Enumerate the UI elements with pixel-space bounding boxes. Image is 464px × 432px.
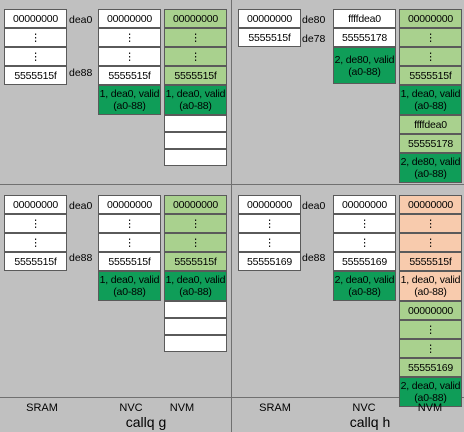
br-nvm-cell-0: 00000000 bbox=[399, 195, 462, 214]
label-sram-right: SRAM bbox=[259, 402, 291, 414]
caption-callq-g: callq g bbox=[125, 414, 167, 430]
br-sram-cell-1: ⋮ bbox=[238, 214, 301, 233]
tr-nvc-cell-1: 55555178 bbox=[333, 28, 396, 47]
tl-nvc-cell-4: 1, dea0, valid(a0-88) bbox=[98, 85, 161, 115]
bl-nvc-cell-1: ⋮ bbox=[98, 214, 161, 233]
tr-sram-address-bottom: de78 bbox=[302, 33, 326, 45]
br-sram-address-bottom: de88 bbox=[302, 252, 326, 264]
label-nvc-right: NVC bbox=[352, 402, 376, 414]
br-nvm-cell-7: ⋮ bbox=[399, 339, 462, 358]
tr-sram-cell-0: 00000000 bbox=[238, 9, 301, 28]
tr-nvc-cell-2: 2, de80, valid(a0-88) bbox=[333, 47, 396, 84]
bl-sram-cell-1: ⋮ bbox=[4, 214, 67, 233]
bl-nvm-cell-0: 00000000 bbox=[164, 195, 227, 214]
label-nvm-left: NVM bbox=[169, 402, 195, 414]
bl-nvm-cell-5 bbox=[164, 301, 227, 318]
tr-nvm-cell-5: ffffdea0 bbox=[399, 115, 462, 134]
bl-nvm-cell-6 bbox=[164, 318, 227, 335]
tl-nvc-cell-2: ⋮ bbox=[98, 47, 161, 66]
br-nvc-cell-4: 2, dea0, valid(a0-88) bbox=[333, 271, 396, 301]
tl-nvc-cell-1: ⋮ bbox=[98, 28, 161, 47]
tr-nvm-cell-1: ⋮ bbox=[399, 28, 462, 47]
bl-nvc-cell-0: 00000000 bbox=[98, 195, 161, 214]
br-nvm-cell-9: 2, dea0, valid(a0-88) bbox=[399, 377, 462, 407]
tr-sram-cell-1: 5555515f bbox=[238, 28, 301, 47]
tl-sram-cell-1: ⋮ bbox=[4, 28, 67, 47]
br-nvm-cell-1: ⋮ bbox=[399, 214, 462, 233]
br-sram-cell-0: 00000000 bbox=[238, 195, 301, 214]
bl-sram-cell-0: 00000000 bbox=[4, 195, 67, 214]
br-nvm-cell-8: 55555169 bbox=[399, 358, 462, 377]
bl-nvc-cell-2: ⋮ bbox=[98, 233, 161, 252]
tl-nvm-cell-7 bbox=[164, 149, 227, 166]
tl-nvm-cell-2: ⋮ bbox=[164, 47, 227, 66]
bl-sram-cell-3: 5555515f bbox=[4, 252, 67, 271]
bl-nvm-cell-4: 1, dea0, valid(a0-88) bbox=[164, 271, 227, 301]
tl-sram-cell-0: 00000000 bbox=[4, 9, 67, 28]
tr-nvc-cell-0: ffffdea0 bbox=[333, 9, 396, 28]
bl-nvm-cell-1: ⋮ bbox=[164, 214, 227, 233]
br-nvc-cell-0: 00000000 bbox=[333, 195, 396, 214]
label-nvc-left: NVC bbox=[119, 402, 143, 414]
divider-upper bbox=[0, 184, 464, 185]
caption-callq-h: callq h bbox=[349, 414, 391, 430]
bl-sram-address-top: dea0 bbox=[69, 200, 93, 212]
bl-nvm-cell-2: ⋮ bbox=[164, 233, 227, 252]
tl-nvc-cell-3: 5555515f bbox=[98, 66, 161, 85]
tl-sram-address-top: dea0 bbox=[69, 14, 93, 26]
tr-nvm-cell-7: 2, de80, valid(a0-88) bbox=[399, 153, 462, 183]
tr-nvm-cell-4: 1, dea0, valid(a0-88) bbox=[399, 85, 462, 115]
br-nvc-cell-1: ⋮ bbox=[333, 214, 396, 233]
bl-nvm-cell-3: 5555515f bbox=[164, 252, 227, 271]
divider-vertical bbox=[231, 0, 232, 432]
bl-nvc-cell-3: 5555515f bbox=[98, 252, 161, 271]
label-nvm-right: NVM bbox=[417, 402, 443, 414]
label-sram-left: SRAM bbox=[26, 402, 58, 414]
br-nvc-cell-3: 55555169 bbox=[333, 252, 396, 271]
br-nvm-cell-6: ⋮ bbox=[399, 320, 462, 339]
tl-sram-cell-2: ⋮ bbox=[4, 47, 67, 66]
br-nvm-cell-4: 1, dea0, valid(a0-88) bbox=[399, 271, 462, 301]
br-sram-cell-2: ⋮ bbox=[238, 233, 301, 252]
tl-nvm-cell-1: ⋮ bbox=[164, 28, 227, 47]
tl-nvm-cell-4: 1, dea0, valid(a0-88) bbox=[164, 85, 227, 115]
tr-nvm-cell-3: 5555515f bbox=[399, 66, 462, 85]
tl-sram-cell-3: 5555515f bbox=[4, 66, 67, 85]
br-sram-cell-3: 55555169 bbox=[238, 252, 301, 271]
bl-sram-address-bottom: de88 bbox=[69, 252, 93, 264]
br-nvm-cell-3: 5555515f bbox=[399, 252, 462, 271]
tr-nvm-cell-0: 00000000 bbox=[399, 9, 462, 28]
tr-nvm-cell-6: 55555178 bbox=[399, 134, 462, 153]
tl-nvc-cell-0: 00000000 bbox=[98, 9, 161, 28]
tl-nvm-cell-6 bbox=[164, 132, 227, 149]
tl-sram-address-bottom: de88 bbox=[69, 67, 93, 79]
tl-nvm-cell-0: 00000000 bbox=[164, 9, 227, 28]
br-nvm-cell-2: ⋮ bbox=[399, 233, 462, 252]
divider-lower bbox=[0, 397, 464, 398]
br-sram-address-top: dea0 bbox=[302, 200, 326, 212]
br-nvc-cell-2: ⋮ bbox=[333, 233, 396, 252]
bl-nvm-cell-7 bbox=[164, 335, 227, 352]
tr-nvm-cell-2: ⋮ bbox=[399, 47, 462, 66]
tl-nvm-cell-5 bbox=[164, 115, 227, 132]
bl-sram-cell-2: ⋮ bbox=[4, 233, 67, 252]
br-nvm-cell-5: 00000000 bbox=[399, 301, 462, 320]
bl-nvc-cell-4: 1, dea0, valid(a0-88) bbox=[98, 271, 161, 301]
tr-sram-address-top: de80 bbox=[302, 14, 326, 26]
tl-nvm-cell-3: 5555515f bbox=[164, 66, 227, 85]
